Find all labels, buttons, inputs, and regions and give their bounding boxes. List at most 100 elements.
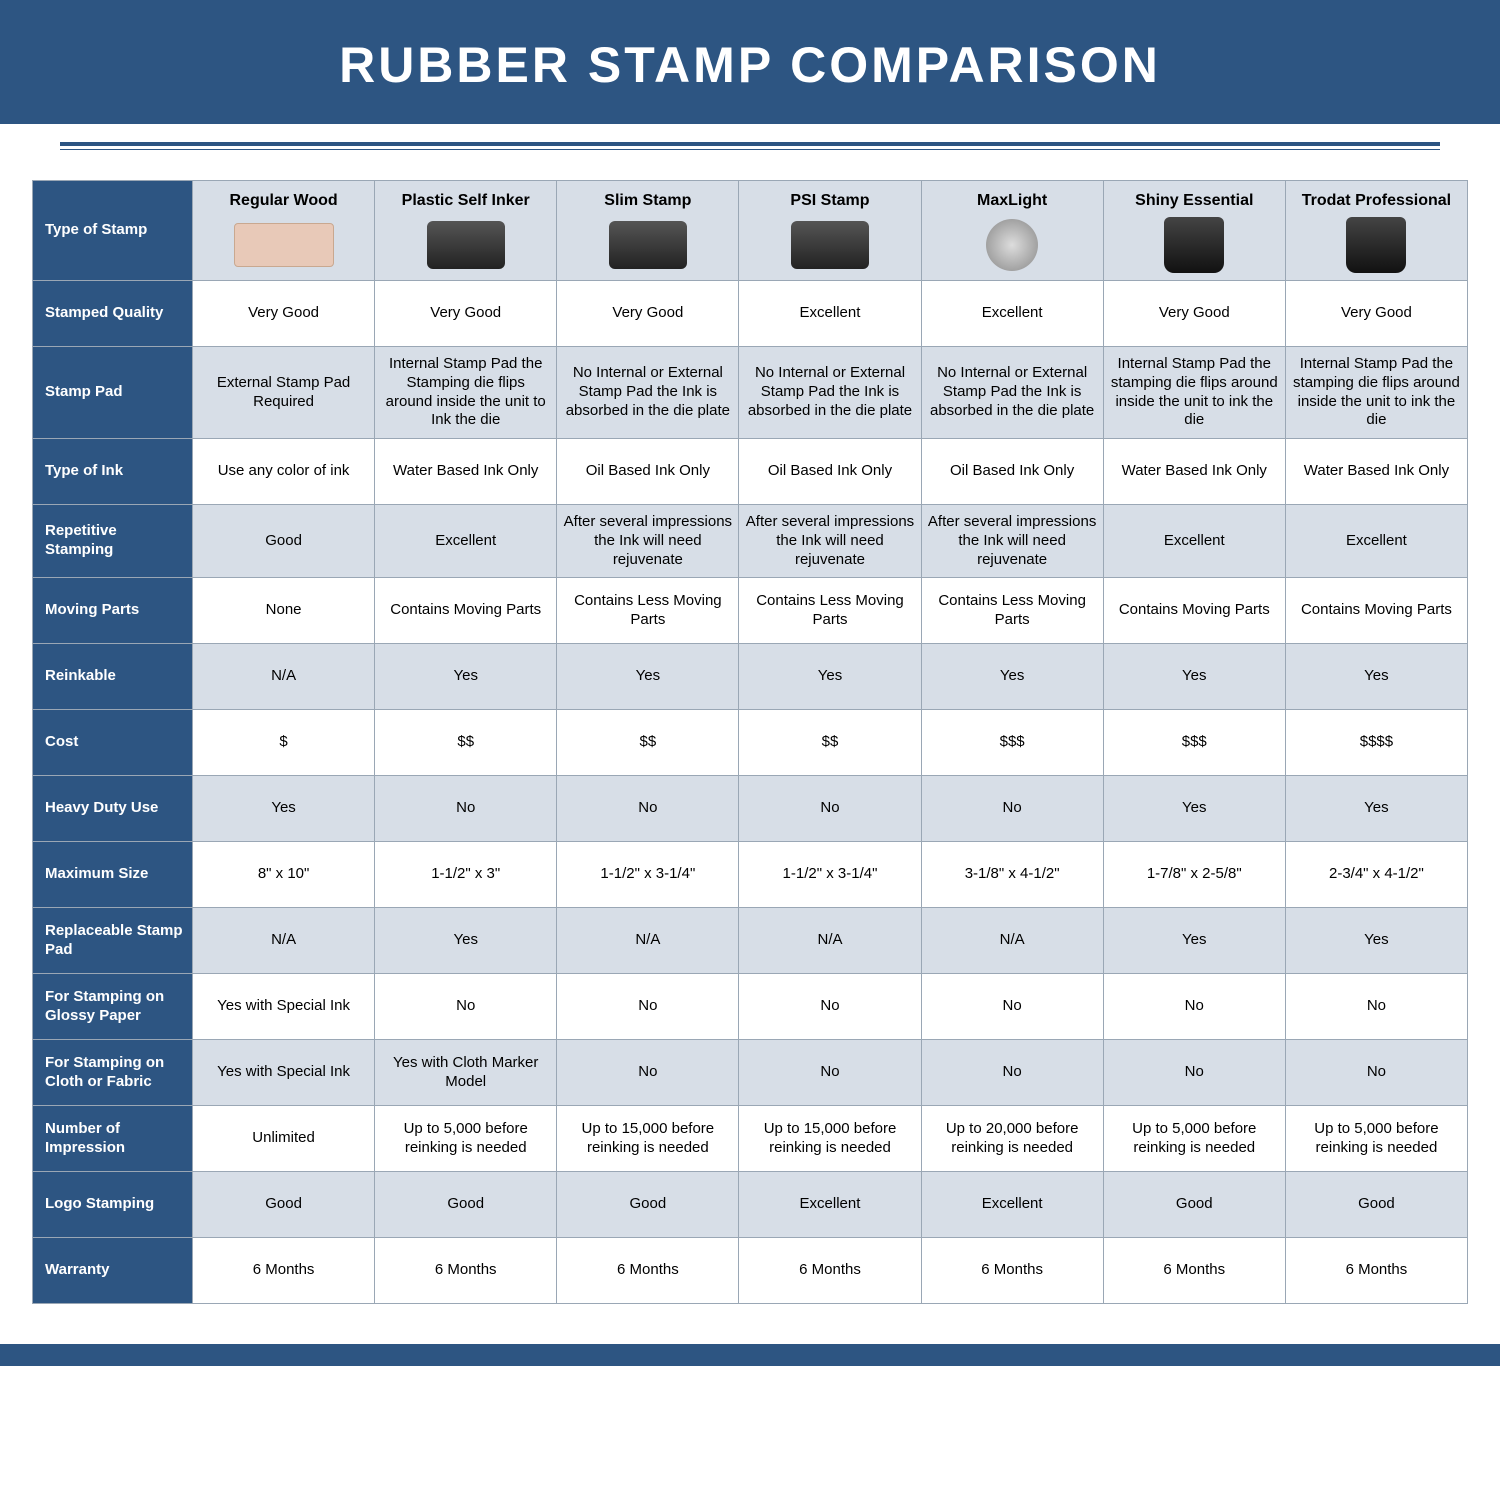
table-cell: 6 Months <box>557 1238 739 1304</box>
page-header: RUBBER STAMP COMPARISON <box>0 0 1500 124</box>
table-cell: Excellent <box>1103 505 1285 578</box>
table-cell: Very Good <box>557 281 739 347</box>
divider-wrap <box>0 124 1500 150</box>
table-cell: Very Good <box>1285 281 1467 347</box>
col-header: MaxLight <box>921 181 1103 281</box>
table-cell: $$ <box>375 710 557 776</box>
table-cell: Excellent <box>1285 505 1467 578</box>
table-cell: Up to 5,000 before reinking is needed <box>1285 1106 1467 1172</box>
table-cell: Contains Moving Parts <box>1285 578 1467 644</box>
row-header: Warranty <box>33 1238 193 1304</box>
table-cell: Up to 15,000 before reinking is needed <box>557 1106 739 1172</box>
table-cell: No Internal or External Stamp Pad the In… <box>921 347 1103 439</box>
table-cell: No <box>921 1040 1103 1106</box>
table-cell: $$$$ <box>1285 710 1467 776</box>
table-cell: 8" x 10" <box>193 842 375 908</box>
table-cell: N/A <box>193 908 375 974</box>
col-header-label: Regular Wood <box>197 191 370 211</box>
row-header: Moving Parts <box>33 578 193 644</box>
footer-bar <box>0 1344 1500 1366</box>
col-header-label: Trodat Professional <box>1290 191 1463 211</box>
table-cell: $ <box>193 710 375 776</box>
table-cell: Yes with Cloth Marker Model <box>375 1040 557 1106</box>
row-header: For Stamping on Glossy Paper <box>33 974 193 1040</box>
table-cell: Excellent <box>921 281 1103 347</box>
table-row: Replaceable Stamp PadN/AYesN/AN/AN/AYesY… <box>33 908 1468 974</box>
table-row: Maximum Size8" x 10"1-1/2" x 3"1-1/2" x … <box>33 842 1468 908</box>
table-cell: 6 Months <box>1285 1238 1467 1304</box>
table-row: Number of ImpressionUnlimitedUp to 5,000… <box>33 1106 1468 1172</box>
stamp-icon <box>234 223 334 267</box>
table-cell: Yes <box>1103 776 1285 842</box>
table-cell: Water Based Ink Only <box>1285 439 1467 505</box>
table-cell: Contains Less Moving Parts <box>739 578 921 644</box>
table-cell: $$ <box>557 710 739 776</box>
table-cell: No <box>1285 974 1467 1040</box>
table-row: Repetitive StampingGoodExcellentAfter se… <box>33 505 1468 578</box>
table-cell: No <box>375 974 557 1040</box>
divider-rule <box>60 142 1440 150</box>
table-cell: Yes with Special Ink <box>193 974 375 1040</box>
table-cell: Excellent <box>739 281 921 347</box>
table-cell: No <box>1103 974 1285 1040</box>
row-header: Reinkable <box>33 644 193 710</box>
table-cell: Internal Stamp Pad the Stamping die flip… <box>375 347 557 439</box>
table-row: Moving PartsNoneContains Moving PartsCon… <box>33 578 1468 644</box>
table-cell: Water Based Ink Only <box>1103 439 1285 505</box>
table-cell: No <box>557 974 739 1040</box>
table-cell: No Internal or External Stamp Pad the In… <box>739 347 921 439</box>
stamp-image-slot <box>743 217 916 273</box>
row-header: For Stamping on Cloth or Fabric <box>33 1040 193 1106</box>
table-cell: Yes <box>1103 908 1285 974</box>
col-header-label: PSI Stamp <box>743 191 916 211</box>
table-cell: Excellent <box>739 1172 921 1238</box>
table-cell: $$$ <box>1103 710 1285 776</box>
table-cell: Water Based Ink Only <box>375 439 557 505</box>
col-header-label: Plastic Self Inker <box>379 191 552 211</box>
stamp-image-slot <box>926 217 1099 273</box>
table-header-row: Type of Stamp Regular WoodPlastic Self I… <box>33 181 1468 281</box>
table-cell: $$ <box>739 710 921 776</box>
table-cell: 6 Months <box>1103 1238 1285 1304</box>
col-header: Shiny Essential <box>1103 181 1285 281</box>
table-row: For Stamping on Glossy PaperYes with Spe… <box>33 974 1468 1040</box>
table-cell: After several impressions the Ink will n… <box>557 505 739 578</box>
table-cell: Yes <box>739 644 921 710</box>
table-cell: Up to 5,000 before reinking is needed <box>1103 1106 1285 1172</box>
col-header: PSI Stamp <box>739 181 921 281</box>
table-cell: Yes with Special Ink <box>193 1040 375 1106</box>
table-row: Stamp PadExternal Stamp Pad RequiredInte… <box>33 347 1468 439</box>
table-row: Type of InkUse any color of inkWater Bas… <box>33 439 1468 505</box>
table-cell: Very Good <box>193 281 375 347</box>
table-cell: 3-1/8" x 4-1/2" <box>921 842 1103 908</box>
table-cell: 6 Months <box>193 1238 375 1304</box>
table-cell: Yes <box>1285 908 1467 974</box>
row-header: Stamp Pad <box>33 347 193 439</box>
stamp-image-slot <box>1108 217 1281 273</box>
table-cell: No <box>739 974 921 1040</box>
table-cell: Use any color of ink <box>193 439 375 505</box>
row-header: Replaceable Stamp Pad <box>33 908 193 974</box>
table-cell: Good <box>193 505 375 578</box>
col-header: Plastic Self Inker <box>375 181 557 281</box>
table-row: Heavy Duty UseYesNoNoNoNoYesYes <box>33 776 1468 842</box>
table-cell: After several impressions the Ink will n… <box>921 505 1103 578</box>
table-cell: Good <box>557 1172 739 1238</box>
table-cell: Contains Moving Parts <box>1103 578 1285 644</box>
table-cell: Unlimited <box>193 1106 375 1172</box>
stamp-icon <box>1164 217 1224 273</box>
table-cell: No <box>1285 1040 1467 1106</box>
row-header: Cost <box>33 710 193 776</box>
table-row: For Stamping on Cloth or FabricYes with … <box>33 1040 1468 1106</box>
col-header: Regular Wood <box>193 181 375 281</box>
col-header: Trodat Professional <box>1285 181 1467 281</box>
table-cell: No <box>739 776 921 842</box>
table-cell: After several impressions the Ink will n… <box>739 505 921 578</box>
table-cell: Good <box>1285 1172 1467 1238</box>
table-cell: Oil Based Ink Only <box>921 439 1103 505</box>
table-cell: 1-1/2" x 3-1/4" <box>557 842 739 908</box>
table-row: Stamped QualityVery GoodVery GoodVery Go… <box>33 281 1468 347</box>
table-cell: Good <box>193 1172 375 1238</box>
table-cell: Good <box>375 1172 557 1238</box>
stamp-icon <box>1346 217 1406 273</box>
